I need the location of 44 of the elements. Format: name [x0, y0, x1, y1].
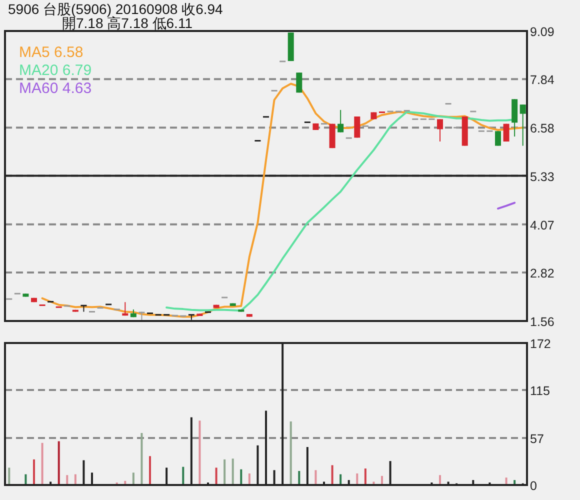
y-tick-label: 5.33 [530, 170, 554, 184]
bar [149, 456, 151, 485]
y-tick-label: 0 [530, 479, 537, 493]
candlestick [338, 109, 344, 133]
candlestick [520, 104, 526, 146]
bar [331, 465, 334, 485]
candlestick [296, 72, 302, 94]
bar [33, 459, 35, 485]
bar [215, 468, 218, 485]
candlestick [354, 116, 360, 138]
y-tick-label: 9.09 [530, 25, 554, 39]
y-tick-label: 2.82 [530, 266, 554, 280]
bar [224, 459, 226, 485]
candlestick [437, 118, 443, 142]
bar [182, 466, 184, 485]
chart-title: 5906 台股(5906) 20160908 收6.94 [8, 1, 224, 17]
candlestick [495, 130, 501, 146]
bar [248, 473, 250, 485]
y-tick-label: 57 [530, 432, 544, 446]
text: MA5 6.58 [19, 44, 84, 61]
bar [356, 473, 358, 485]
text: MA60 4.63 [19, 80, 92, 97]
text: MA20 6.79 [19, 62, 92, 79]
bar [41, 442, 44, 485]
bar [240, 469, 242, 485]
bar [232, 458, 234, 485]
bar [314, 470, 317, 485]
y-tick-label: 115 [530, 384, 550, 398]
bar [290, 421, 292, 485]
bar [140, 432, 143, 485]
y-tick-label: 172 [530, 337, 551, 351]
bar [8, 468, 10, 485]
bar [439, 475, 441, 485]
bar [132, 472, 134, 485]
y-tick-label: 4.07 [530, 218, 554, 232]
candlestick [512, 98, 518, 138]
y-tick-label: 6.58 [530, 122, 554, 136]
y-tick-label: 1.56 [530, 315, 554, 329]
bar [198, 420, 201, 485]
bar [364, 468, 366, 485]
bar [298, 470, 300, 485]
bar [58, 441, 60, 485]
y-tick-label: 7.84 [530, 73, 554, 88]
bar [66, 475, 68, 485]
